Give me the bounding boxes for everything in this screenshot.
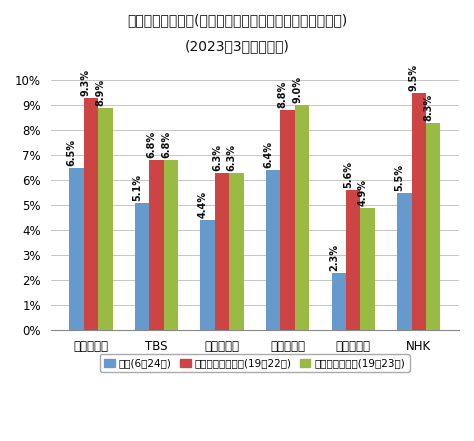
Bar <box>346 191 360 330</box>
Text: 6.5%: 6.5% <box>66 139 76 166</box>
Bar <box>295 105 310 330</box>
Bar <box>229 173 244 330</box>
Text: 9.0%: 9.0% <box>292 76 302 104</box>
Text: 5.5%: 5.5% <box>394 164 404 191</box>
Bar <box>411 93 426 330</box>
Bar <box>84 98 98 330</box>
Text: 4.9%: 4.9% <box>358 179 368 206</box>
Bar <box>215 173 229 330</box>
Text: 2.3%: 2.3% <box>329 244 339 271</box>
Text: 6.8%: 6.8% <box>161 131 171 158</box>
Text: 6.3%: 6.3% <box>227 144 237 171</box>
Text: 6.8%: 6.8% <box>146 131 156 158</box>
Text: 6.3%: 6.3% <box>212 144 222 171</box>
Text: 9.5%: 9.5% <box>409 64 419 91</box>
Bar <box>266 170 281 330</box>
Bar <box>426 123 440 330</box>
Text: 6.4%: 6.4% <box>263 142 273 168</box>
Legend: 全日(6〜24時), ゴールデンタイム(19〜22時), プライムタイム(19〜23時): 全日(6〜24時), ゴールデンタイム(19〜22時), プライムタイム(19〜… <box>100 354 410 373</box>
Bar <box>397 193 411 330</box>
Text: (2023年3月期・上期): (2023年3月期・上期) <box>184 40 290 54</box>
Bar <box>360 208 375 330</box>
Text: 8.9%: 8.9% <box>95 79 105 106</box>
Bar <box>149 161 164 330</box>
Text: 5.1%: 5.1% <box>132 174 142 201</box>
Bar <box>201 220 215 330</box>
Text: 5.6%: 5.6% <box>343 161 353 188</box>
Bar <box>164 161 178 330</box>
Text: 4.4%: 4.4% <box>198 191 208 218</box>
Text: 9.3%: 9.3% <box>81 69 91 96</box>
Bar <box>281 110 295 330</box>
Bar <box>98 108 112 330</box>
Text: 8.8%: 8.8% <box>278 81 288 108</box>
Bar <box>69 168 84 330</box>
Bar <box>135 203 149 330</box>
Text: 8.3%: 8.3% <box>423 94 433 121</box>
Text: 主要局世帯視聴率(週ベース、ビデオリサーチ、関東地区): 主要局世帯視聴率(週ベース、ビデオリサーチ、関東地区) <box>127 13 347 27</box>
Bar <box>332 273 346 330</box>
